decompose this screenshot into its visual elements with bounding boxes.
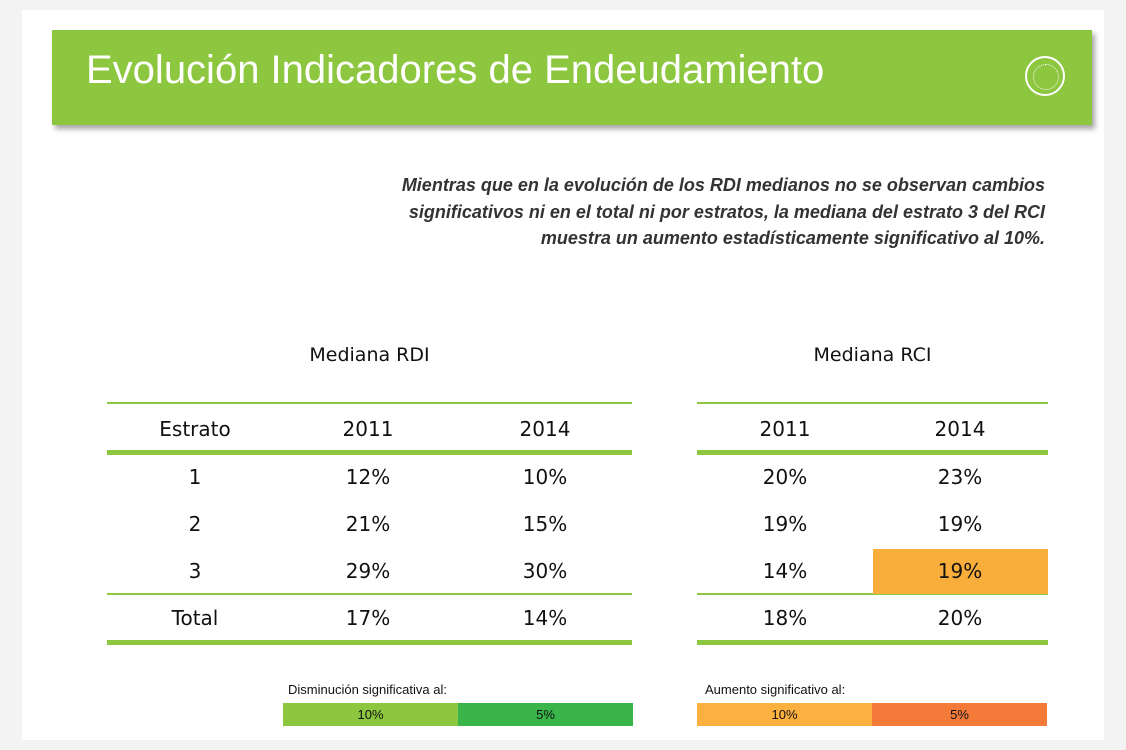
table-cell: 18%: [762, 606, 808, 630]
summary-line: muestra un aumento estadísticamente sign…: [540, 228, 1045, 248]
panel: [22, 10, 1104, 740]
table-cell: 17%: [345, 606, 391, 630]
legend-label: Disminución significativa al:: [288, 682, 447, 697]
legend-swatch: 10%: [283, 703, 458, 726]
rule-thin: [107, 402, 632, 404]
highlight-cell: [872, 549, 1048, 594]
column-header: 2014: [934, 417, 986, 441]
rule-thick: [107, 450, 632, 455]
legend-swatch: 5%: [872, 703, 1047, 726]
logo: [1025, 56, 1065, 96]
title: Evolución Indicadores de Endeudamiento: [86, 48, 825, 92]
rule-thick: [697, 450, 1048, 455]
table-cell: 1: [188, 465, 202, 489]
summary: Mientras que en la evolución de los RDI …: [402, 172, 1045, 252]
legend-swatch: 5%: [458, 703, 633, 726]
column-header: 2011: [759, 417, 811, 441]
table-cell: 20%: [762, 465, 808, 489]
column-header: 2011: [342, 417, 394, 441]
table-cell: 21%: [345, 512, 391, 536]
column-header: Estrato: [159, 417, 231, 441]
table-cell: 19%: [762, 512, 808, 536]
table-cell: 29%: [345, 559, 391, 583]
summary-line: Mientras que en la evolución de los RDI …: [401, 175, 1045, 195]
table-cell: Total: [171, 606, 219, 630]
table-cell: 3: [188, 559, 202, 583]
table-cell: 23%: [937, 465, 983, 489]
table-cell: 14%: [762, 559, 808, 583]
legend-label: Aumento significativo al:: [705, 682, 846, 697]
table-cell: 19%: [937, 512, 983, 536]
table-cell: 10%: [522, 465, 568, 489]
table-cell: 14%: [522, 606, 568, 630]
rule-thin: [697, 402, 1048, 404]
table-title: Mediana RDI: [309, 344, 430, 366]
rule-thin: [107, 593, 632, 595]
header-bar: Evolución Indicadores de Endeudamiento: [52, 30, 1092, 125]
table-cell: 2: [188, 512, 202, 536]
table-cell: 12%: [345, 465, 391, 489]
rule-thick: [697, 640, 1048, 645]
table-cell: 30%: [522, 559, 568, 583]
summary-line: significativos ni en el total ni por est…: [408, 201, 1045, 222]
table-cell: 19%: [937, 559, 983, 583]
table-cell: 15%: [522, 512, 568, 536]
table-title: Mediana RCI: [813, 344, 932, 366]
table-cell: 20%: [937, 606, 983, 630]
legend-swatch: 10%: [697, 703, 872, 726]
rule-thick: [107, 640, 632, 645]
column-header: 2014: [519, 417, 571, 441]
